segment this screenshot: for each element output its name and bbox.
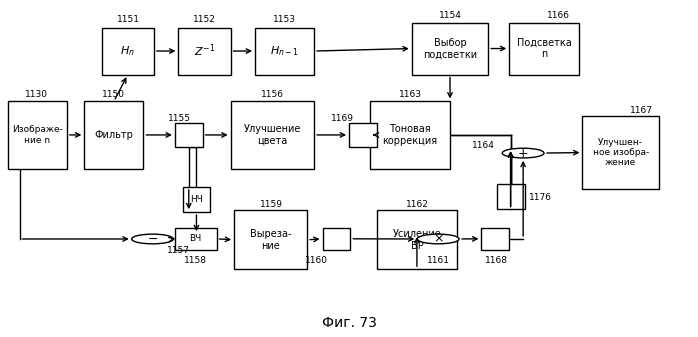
Text: Фильтр: Фильтр [94, 130, 133, 140]
Ellipse shape [132, 234, 174, 244]
Text: ВЧ: ВЧ [190, 234, 202, 243]
Text: 1167: 1167 [630, 106, 653, 115]
Bar [182, 187, 210, 212]
Text: Фиг. 73: Фиг. 73 [322, 316, 376, 330]
Text: Вырезa-
ние: Вырезa- ние [250, 229, 291, 251]
Text: $Z^{-1}$: $Z^{-1}$ [194, 43, 215, 59]
Text: −: − [147, 233, 158, 245]
Text: 1155: 1155 [168, 114, 191, 123]
Text: $H_n$: $H_n$ [121, 44, 135, 58]
Bar [84, 101, 144, 168]
Text: 1168: 1168 [485, 256, 508, 265]
Text: 1164: 1164 [472, 141, 495, 150]
Text: 1159: 1159 [260, 200, 283, 209]
Bar [412, 23, 489, 74]
Text: Подсветка
n: Подсветка n [517, 38, 572, 59]
Bar [482, 228, 510, 250]
Bar [322, 228, 350, 250]
Bar [497, 184, 524, 209]
Text: Усиление
ВР: Усиление ВР [392, 229, 441, 251]
Bar [178, 28, 230, 74]
Bar [255, 28, 314, 74]
Text: ×: × [433, 233, 443, 245]
Bar [582, 117, 659, 189]
Text: 1130: 1130 [25, 90, 48, 99]
Text: 1160: 1160 [305, 256, 328, 265]
Text: 1176: 1176 [529, 192, 552, 202]
Text: 1162: 1162 [406, 200, 429, 209]
Text: 1154: 1154 [438, 11, 461, 20]
Text: 1169: 1169 [331, 114, 353, 123]
Text: 1157: 1157 [167, 246, 190, 255]
Bar [377, 210, 457, 269]
Bar [234, 210, 307, 269]
Bar [174, 123, 202, 147]
Ellipse shape [417, 234, 459, 244]
Ellipse shape [503, 148, 544, 158]
Text: 1152: 1152 [193, 14, 216, 24]
Text: Улучшение
цвета: Улучшение цвета [244, 124, 301, 146]
Bar [349, 123, 377, 147]
Text: 1161: 1161 [426, 256, 450, 265]
Bar [8, 101, 67, 168]
Bar [230, 101, 314, 168]
Text: 1158: 1158 [184, 256, 207, 265]
Bar [370, 101, 450, 168]
Bar [174, 228, 216, 250]
Bar [510, 23, 579, 74]
Bar [102, 28, 154, 74]
Text: Выбор
подсветки: Выбор подсветки [423, 38, 477, 59]
Text: 1151: 1151 [117, 14, 140, 24]
Text: 1166: 1166 [547, 11, 570, 20]
Text: Изображе-
ние n: Изображе- ние n [12, 125, 63, 145]
Text: Улучшен-
ное изобра-
жение: Улучшен- ное изобра- жение [593, 137, 649, 167]
Text: Тоновая
коррекция: Тоновая коррекция [383, 124, 438, 146]
Text: $H_{n-1}$: $H_{n-1}$ [270, 44, 299, 58]
Text: +: + [518, 147, 528, 159]
Text: 1156: 1156 [261, 90, 284, 99]
Text: 1163: 1163 [399, 90, 422, 99]
Text: 1153: 1153 [274, 14, 297, 24]
Text: 1150: 1150 [102, 90, 125, 99]
Text: НЧ: НЧ [190, 195, 203, 204]
